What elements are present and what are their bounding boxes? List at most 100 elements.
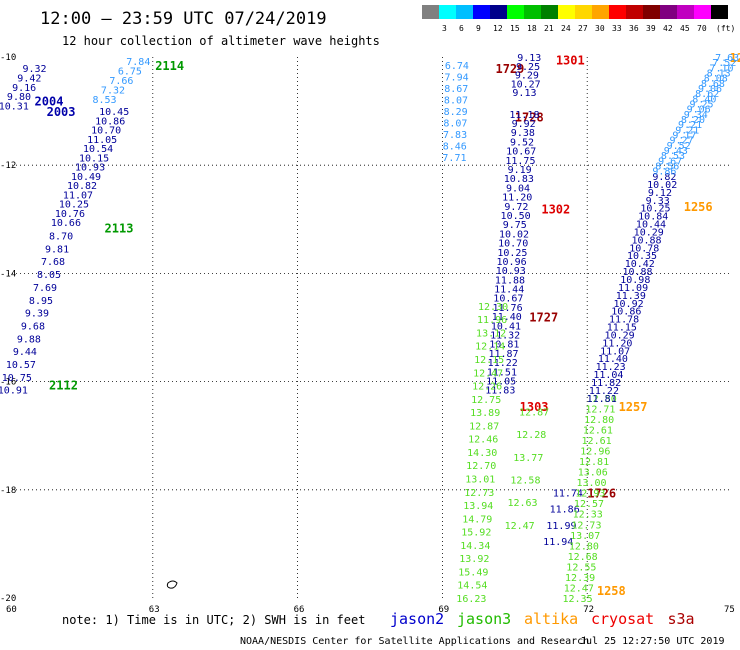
swh-value: 12.57 <box>574 499 604 510</box>
timestamp: Jul 25 12:27:50 UTC 2019 <box>580 636 725 647</box>
swh-value: 11.20 <box>602 338 632 349</box>
swh-value: 11.78 <box>609 315 639 326</box>
swh-value: 11.74 <box>553 489 583 500</box>
hour-label: 1727 <box>529 311 558 325</box>
legend-entry: s3a <box>668 610 695 628</box>
swh-value: 9.25 <box>689 99 713 110</box>
swh-value: 7.10 <box>709 63 733 74</box>
swh-value: 12.58 <box>510 476 540 487</box>
swh-value: 12.87 <box>469 421 499 432</box>
swh-value: 9.52 <box>510 137 534 148</box>
swh-value: 11.87 <box>488 349 518 360</box>
hour-label: 1302 <box>541 202 570 216</box>
scale-label: 36 <box>629 24 639 33</box>
footnote: note: 1) Time is in UTC; 2) SWH is in fe… <box>62 613 365 627</box>
swh-value: 13.07 <box>570 531 600 542</box>
swh-value: 9.13 <box>512 88 536 99</box>
swh-value: 12.33 <box>573 510 603 521</box>
scale-swatch <box>711 5 728 19</box>
swh-value: 9.04 <box>506 183 530 194</box>
swh-value: 11.05 <box>87 135 117 146</box>
swh-value: 9.06 <box>698 84 722 95</box>
hour-label: 2003 <box>47 105 76 119</box>
swh-value: 9.81 <box>45 244 69 255</box>
swh-value: 10.29 <box>634 227 664 238</box>
y-tick-label: -10 <box>0 53 16 63</box>
swh-value: 10.76 <box>55 209 85 220</box>
scale-label: 15 <box>510 24 520 33</box>
swh-value: 12.39 <box>565 573 595 584</box>
scale-label: 21 <box>544 24 554 33</box>
scale-label: 42 <box>663 24 673 33</box>
x-tick-label: 60 <box>6 605 17 615</box>
swh-value: 12.47 <box>473 368 503 379</box>
swh-value: 11.39 <box>616 291 646 302</box>
swh-value: 11.22 <box>488 358 518 369</box>
swh-value: 10.75 <box>2 373 32 384</box>
scale-label: 6 <box>459 24 464 33</box>
swh-value: 10.25 <box>59 200 89 211</box>
swh-value: 11.88 <box>495 275 525 286</box>
swh-value: 10.86 <box>95 116 125 127</box>
swh-value: 10.83 <box>504 174 534 185</box>
hour-label: 1726 <box>587 487 616 501</box>
swh-value: 11.51 <box>487 367 517 378</box>
swh-value: 12.55 <box>566 562 596 573</box>
swh-value: 9.21 <box>678 120 702 131</box>
color-scale: 3 6 9 12 15 18 21 24 27 30 33 36 39 42 45 70 <box>422 5 728 33</box>
swh-value: 8.07 <box>443 119 467 130</box>
swh-value: 15.49 <box>458 567 488 578</box>
swh-value: 13.89 <box>470 408 500 419</box>
swh-value: 9.82 <box>652 172 676 183</box>
swh-value: 11.32 <box>490 331 520 342</box>
swh-value: 8.53 <box>661 151 685 162</box>
swh-value: 12.68 <box>568 552 598 563</box>
swh-value: 14.54 <box>457 581 487 592</box>
swh-value: 9.27 <box>669 136 693 147</box>
swh-value: 9.29 <box>515 71 539 82</box>
swh-value: 10.93 <box>496 266 526 277</box>
swh-value: 13.12 <box>476 328 506 339</box>
swh-value: 10.31 <box>0 102 29 113</box>
scale-label: 39 <box>646 24 656 33</box>
swh-value: 15.92 <box>461 528 491 539</box>
swh-value: 7.32 <box>101 86 125 97</box>
swh-value: 7.63 <box>715 53 739 64</box>
swh-value: 9.25 <box>516 62 540 73</box>
scale-label: 70 <box>697 24 707 33</box>
swh-value: 12.80 <box>569 541 599 552</box>
scale-swatch <box>575 5 592 19</box>
swh-value: 8.70 <box>49 232 73 243</box>
scale-swatch <box>694 5 711 19</box>
satellite-legend: jason2 jason3 altika cryosat s3a <box>390 610 695 628</box>
swh-value: 6.74 <box>445 61 469 72</box>
swh-value: 12.96 <box>580 447 610 458</box>
swh-value: 10.25 <box>497 248 527 259</box>
chart-title: 12:00 — 23:59 UTC 07/24/2019 <box>40 9 327 29</box>
swh-value: 12.47 <box>505 521 535 532</box>
swh-value: 7.84 <box>126 57 150 68</box>
swh-value: 10.67 <box>493 294 523 305</box>
swh-value: 7.71 <box>442 153 466 164</box>
swh-value: 13.77 <box>513 453 543 464</box>
hour-label: 1303 <box>520 400 549 414</box>
scale-swatch <box>422 5 439 19</box>
swh-value: 11.04 <box>593 370 623 381</box>
swh-value: 9.21 <box>675 125 699 136</box>
swh-value: 8.68 <box>701 79 725 90</box>
hour-label: 1256 <box>684 200 713 214</box>
swh-value: 7.66 <box>109 76 133 87</box>
swh-value: 11.23 <box>596 362 626 373</box>
x-tick-label: 63 <box>149 605 160 615</box>
chart-subtitle: 12 hour collection of altimeter wave hei… <box>62 34 380 48</box>
swh-value: 10.96 <box>497 257 527 268</box>
hour-label: 1257 <box>619 400 648 414</box>
swh-value: 9.06 <box>687 105 711 116</box>
swh-value: 12.71 <box>585 404 615 415</box>
swh-value: 9.43 <box>664 146 688 157</box>
y-tick-label: -18 <box>0 486 16 496</box>
scale-swatch <box>541 5 558 19</box>
swh-value: 9.86 <box>652 167 676 178</box>
swh-value: 9.39 <box>25 309 49 320</box>
